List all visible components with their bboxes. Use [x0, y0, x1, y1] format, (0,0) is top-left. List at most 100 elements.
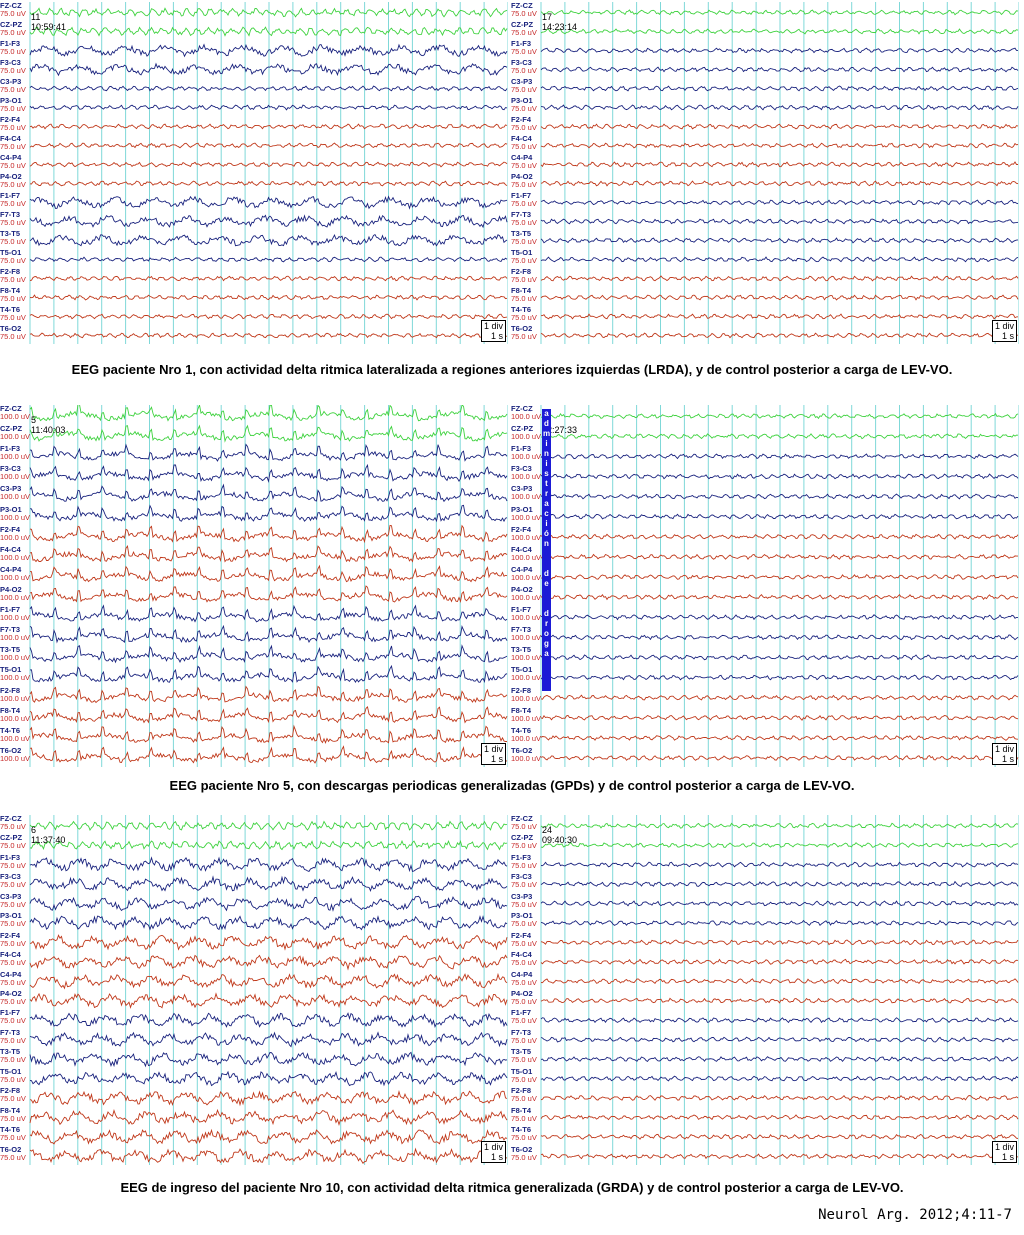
channel-label: P4-O2 [0, 172, 22, 181]
channel-amplitude: 100.0 uV [511, 412, 542, 421]
eeg-trace [540, 880, 1019, 887]
eeg-trace [29, 972, 508, 990]
channel-amplitude: 75.0 uV [0, 860, 26, 870]
channel-label: C4-P4 [511, 969, 533, 979]
eeg-panel: FZ-CZ 75.0 uV CZ-PZ 75.0 uV F1-F3 75.0 uV F3-C… [511, 2, 1019, 344]
channel-amplitude: 75.0 uV [511, 9, 537, 18]
channel-label: F1-F3 [511, 39, 532, 48]
eeg-trace [29, 705, 508, 724]
channel-amplitude: 75.0 uV [511, 123, 537, 132]
channel-amplitude: 100.0 uV [0, 412, 31, 421]
channel-label: F8-T4 [0, 286, 21, 295]
channel-label: F2-F4 [0, 524, 21, 534]
channel-label: T4-T6 [0, 725, 21, 735]
channel-label: C4-P4 [511, 564, 533, 574]
channel-amplitude: 75.0 uV [511, 1016, 537, 1026]
eeg-trace [540, 735, 1019, 741]
eeg-trace [29, 1090, 508, 1107]
channel-label: CZ-PZ [511, 20, 534, 29]
scale-box: 1 div 1 s [991, 1141, 1017, 1163]
channel-label: C3-P3 [511, 891, 533, 901]
eeg-trace [540, 574, 1019, 580]
channel-label: F4-C4 [511, 950, 532, 960]
channel-label: F2-F8 [0, 267, 21, 276]
scale-div: 1 div [994, 321, 1014, 331]
eeg-trace [29, 214, 508, 229]
channel-label: T6-O2 [511, 1144, 533, 1154]
eeg-panel: FZ-CZ 100.0 uV CZ-PZ 100.0 uV F1-F3 100.0 uV F… [511, 405, 1019, 767]
eeg-trace [29, 1051, 508, 1068]
eeg-trace [29, 954, 508, 971]
eeg-trace [29, 195, 508, 210]
channel-amplitude: 75.0 uV [511, 938, 537, 948]
eeg-trace [540, 674, 1019, 681]
timestamp: 14:23:14 [542, 22, 578, 32]
channel-label: F7-T3 [0, 210, 21, 219]
channel-amplitude: 75.0 uV [0, 142, 26, 151]
scale-box: 1 div 1 s [480, 743, 506, 765]
eeg-trace [540, 123, 1019, 130]
eeg-trace [540, 654, 1019, 661]
channel-label: F2-F8 [0, 1086, 21, 1096]
channel-label: T3-T5 [511, 645, 532, 655]
eeg-trace [29, 104, 508, 111]
channel-label: F1-F7 [511, 191, 532, 200]
eeg-trace [29, 915, 508, 931]
eeg-traces [29, 2, 508, 344]
eeg-trace [540, 861, 1019, 868]
channel-label: F4-C4 [511, 134, 532, 143]
eeg-trace [540, 614, 1018, 621]
channel-amplitude: 75.0 uV [0, 1074, 26, 1084]
eeg-trace [540, 1017, 1019, 1024]
channel-amplitude: 75.0 uV [511, 1133, 537, 1143]
eeg-trace [540, 493, 1019, 500]
channel-amplitude: 75.0 uV [511, 1035, 537, 1045]
eeg-trace [29, 992, 508, 1009]
channel-label: T5-O1 [511, 1066, 533, 1076]
eeg-trace [540, 919, 1019, 927]
eeg-trace [29, 1070, 508, 1087]
scale-div: 1 div [483, 321, 503, 331]
channel-amplitude: 100.0 uV [0, 492, 31, 502]
eeg-trace [540, 332, 1019, 339]
channel-amplitude: 100.0 uV [0, 452, 31, 462]
channel-amplitude: 75.0 uV [511, 860, 537, 870]
channel-label: F1-F7 [0, 191, 21, 200]
caption-row-2: EEG paciente Nro 5, con descargas period… [169, 778, 855, 793]
channel-label: F2-F4 [0, 115, 21, 124]
page-number: 6 [31, 825, 37, 835]
channel-label: P3-O1 [511, 504, 533, 514]
channel-label: FZ-CZ [511, 815, 533, 823]
channel-label: F1-F3 [0, 39, 21, 48]
channel-label: C4-P4 [0, 153, 22, 162]
eeg-trace [29, 294, 508, 301]
channel-label: P3-O1 [0, 504, 22, 514]
eeg-trace [540, 473, 1019, 480]
channel-label: P3-O1 [511, 96, 533, 105]
channel-amplitude: 75.0 uV [511, 1152, 537, 1162]
eeg-trace [29, 1012, 508, 1029]
eeg-trace [540, 180, 1019, 187]
eeg-trace [540, 1133, 1019, 1140]
channel-label: F4-C4 [0, 544, 21, 554]
channel-label: F8-T4 [511, 1105, 532, 1115]
channel-label: CZ-PZ [511, 833, 534, 843]
channel-label: C3-P3 [0, 484, 22, 494]
eeg-trace [29, 1128, 508, 1145]
channel-amplitude: 75.0 uV [0, 1133, 26, 1143]
channel-label: F3-C3 [511, 58, 532, 67]
citation: Neurol Arg. 2012;4:11-7 [818, 1207, 1012, 1223]
channel-label: F7-T3 [511, 1027, 532, 1037]
eeg-traces [29, 405, 508, 767]
channel-label: T5-O1 [511, 665, 533, 675]
channel-amplitude: 75.0 uV [511, 199, 537, 208]
timestamp: 09:40:30 [542, 835, 578, 845]
eeg-trace [29, 934, 508, 951]
channel-amplitude: 75.0 uV [511, 822, 537, 831]
channel-amplitude: 75.0 uV [511, 899, 537, 909]
channel-amplitude: 75.0 uV [0, 919, 26, 929]
page-number: 17 [542, 12, 553, 22]
channel-label: F7-T3 [0, 625, 21, 635]
channel-amplitude: 100.0 uV [511, 693, 542, 703]
eeg-trace [540, 900, 1019, 907]
